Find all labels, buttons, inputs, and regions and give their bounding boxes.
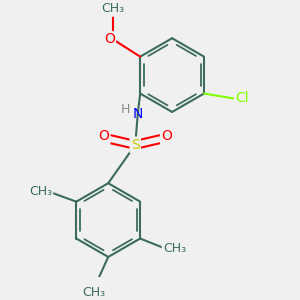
Text: O: O xyxy=(161,129,172,143)
Text: CH₃: CH₃ xyxy=(82,286,105,299)
Text: Cl: Cl xyxy=(236,92,249,105)
Text: H: H xyxy=(121,103,130,116)
Text: O: O xyxy=(98,129,109,143)
Text: S: S xyxy=(131,138,140,152)
Text: O: O xyxy=(104,32,115,46)
Text: CH₃: CH₃ xyxy=(163,242,186,255)
Text: CH₃: CH₃ xyxy=(102,2,125,16)
Text: N: N xyxy=(133,107,143,121)
Text: CH₃: CH₃ xyxy=(29,185,52,198)
